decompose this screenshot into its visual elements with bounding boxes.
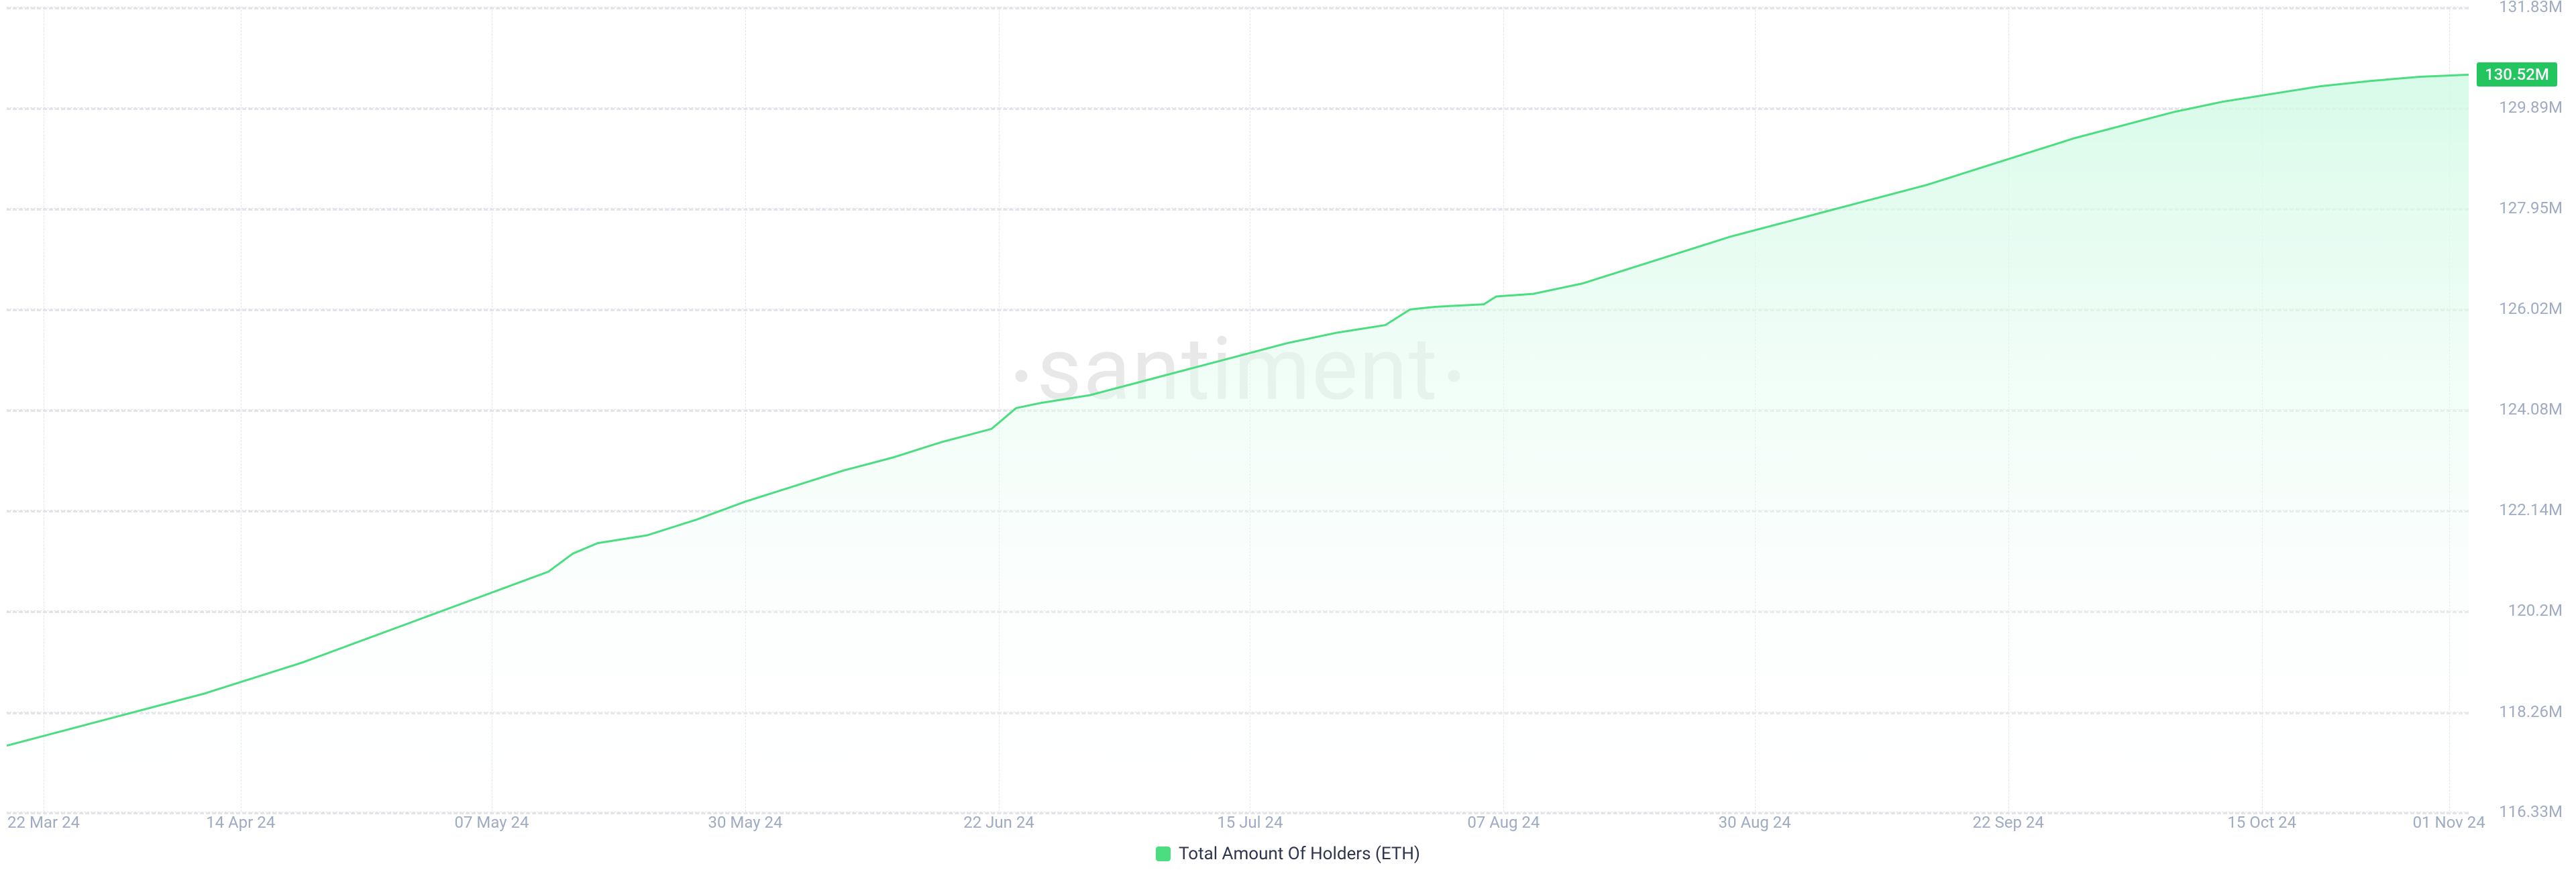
x-tick-label: 22 Jun 24 xyxy=(963,813,1034,832)
x-tick-label: 22 Mar 24 xyxy=(7,813,80,832)
x-tick-label: 07 Aug 24 xyxy=(1467,813,1540,832)
x-tick-label: 14 Apr 24 xyxy=(206,813,275,832)
y-tick-label: 116.33M xyxy=(2499,802,2563,821)
y-tick-label: 118.26M xyxy=(2499,702,2563,721)
x-tick-label: 01 Nov 24 xyxy=(2413,813,2485,832)
x-tick-label: 15 Jul 24 xyxy=(1217,813,1283,832)
y-tick-label: 131.83M xyxy=(2499,0,2563,16)
chart-container: santiment 131.83M 129.89M 127.95M 126.02M 12… xyxy=(0,0,2576,872)
area-fill-path xyxy=(7,74,2469,812)
y-tick-label: 124.08M xyxy=(2499,400,2563,419)
area-chart-svg xyxy=(7,7,2469,812)
current-value-badge: 130.52M xyxy=(2477,62,2557,87)
x-tick-label: 30 May 24 xyxy=(708,813,782,832)
y-tick-label: 129.89M xyxy=(2499,98,2563,117)
current-value-text: 130.52M xyxy=(2485,65,2549,84)
y-tick-label: 120.2M xyxy=(2508,601,2563,620)
plot-area[interactable]: santiment xyxy=(7,7,2469,812)
y-tick-label: 126.02M xyxy=(2499,299,2563,318)
legend[interactable]: Total Amount Of Holders (ETH) xyxy=(1156,844,1420,864)
x-tick-label: 30 Aug 24 xyxy=(1719,813,1791,832)
y-axis-ticks: 131.83M129.89M127.95M126.02M124.08M122.1… xyxy=(2475,7,2576,812)
legend-swatch xyxy=(1156,847,1171,861)
y-tick-label: 122.14M xyxy=(2499,500,2563,519)
legend-label: Total Amount Of Holders (ETH) xyxy=(1179,844,1420,864)
x-tick-label: 07 May 24 xyxy=(454,813,529,832)
y-tick-label: 127.95M xyxy=(2499,199,2563,217)
x-tick-label: 15 Oct 24 xyxy=(2227,813,2296,832)
x-tick-label: 22 Sep 24 xyxy=(1973,813,2044,832)
